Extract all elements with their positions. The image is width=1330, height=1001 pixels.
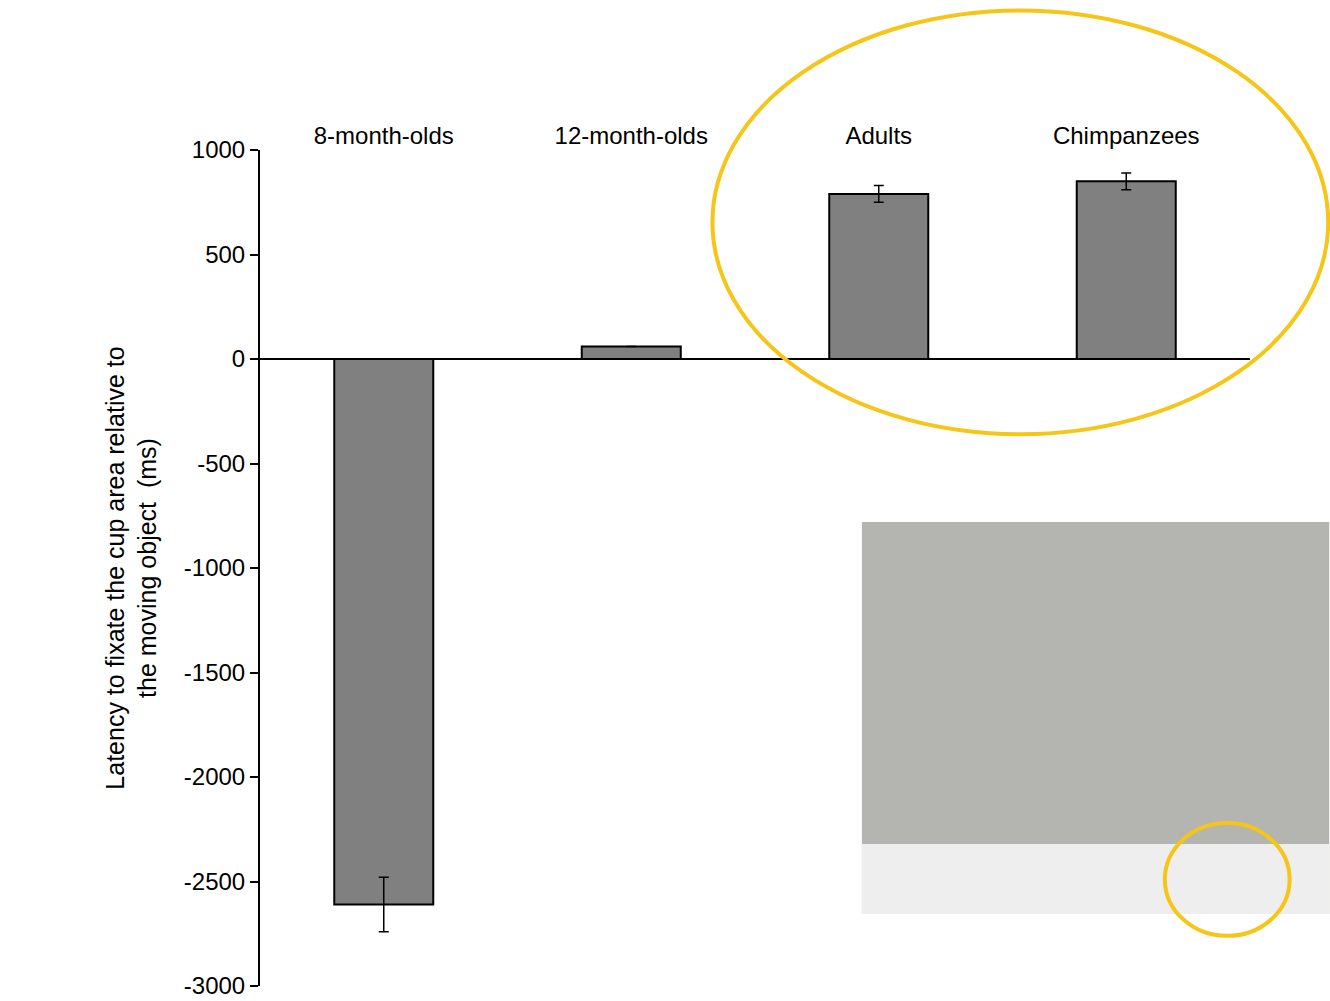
svg-text:12-month-olds: 12-month-olds: [555, 122, 708, 149]
svg-text:0: 0: [232, 345, 245, 372]
svg-text:-3000: -3000: [184, 972, 245, 999]
svg-text:500: 500: [205, 241, 245, 268]
svg-text:8-month-olds: 8-month-olds: [314, 122, 454, 149]
svg-text:Chimpanzees: Chimpanzees: [1053, 122, 1200, 149]
svg-text:-2000: -2000: [184, 763, 245, 790]
svg-text:-1500: -1500: [184, 659, 245, 686]
svg-text:Adults: Adults: [845, 122, 912, 149]
svg-text:Latency to fixate the cup area: Latency to fixate the cup area relative …: [101, 346, 162, 789]
svg-text:-500: -500: [197, 450, 245, 477]
svg-text:1000: 1000: [192, 136, 245, 163]
svg-text:-2500: -2500: [184, 868, 245, 895]
svg-text:-1000: -1000: [184, 554, 245, 581]
